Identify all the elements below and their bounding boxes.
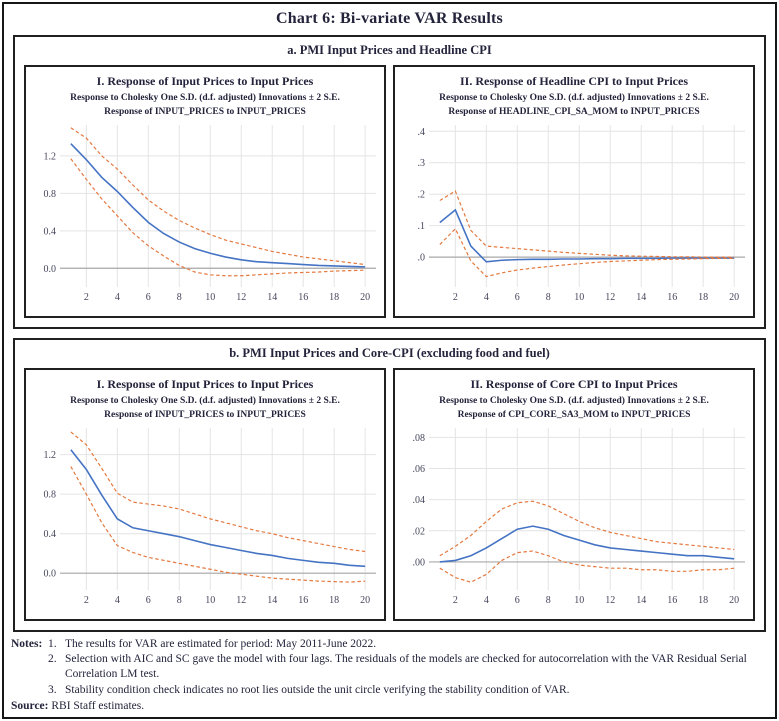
- chart-subtitle: Response to Cholesky One S.D. (d.f. adju…: [70, 396, 340, 406]
- svg-text:18: 18: [698, 292, 708, 303]
- note-number: 1.: [48, 638, 57, 650]
- chart-b1-input-prices-to-input-prices: I. Response of Input Prices to Input Pri…: [24, 368, 386, 621]
- svg-text:.3: .3: [418, 158, 426, 169]
- svg-text:14: 14: [636, 595, 646, 606]
- svg-text:8: 8: [546, 595, 551, 606]
- svg-text:1.2: 1.2: [44, 151, 57, 162]
- figure-title: Chart 6: Bi-variate VAR Results: [276, 10, 503, 27]
- svg-text:10: 10: [205, 595, 215, 606]
- source-line: Source: RBI Staff estimates.: [11, 699, 768, 714]
- svg-text:8: 8: [177, 292, 182, 303]
- note-number: 2.: [48, 653, 57, 666]
- svg-text:16: 16: [667, 595, 677, 606]
- svg-text:16: 16: [667, 292, 677, 303]
- svg-text:14: 14: [267, 292, 277, 303]
- chart-subtitle: Response to Cholesky One S.D. (d.f. adju…: [439, 93, 709, 103]
- note-text: Stability condition check indicates no r…: [65, 683, 570, 696]
- notes-list: Notes: 1. The results for VAR are estima…: [11, 637, 768, 698]
- svg-text:18: 18: [698, 595, 708, 606]
- svg-text:.1: .1: [418, 221, 426, 232]
- svg-text:1.2: 1.2: [44, 450, 57, 461]
- svg-text:.2: .2: [418, 190, 426, 201]
- svg-text:12: 12: [236, 595, 246, 606]
- svg-text:.4: .4: [418, 127, 426, 138]
- svg-text:2: 2: [84, 595, 89, 606]
- panel-a-title: a. PMI Input Prices and Headline CPI: [287, 43, 492, 57]
- notes-label: Notes:: [11, 638, 43, 650]
- chart-inner-title: Response of INPUT_PRICES to INPUT_PRICES: [104, 410, 306, 420]
- chart-b2-core-cpi-to-input-prices: II. Response of Core CPI to Input Prices…: [393, 368, 755, 621]
- svg-text:.00: .00: [413, 557, 426, 568]
- svg-text:6: 6: [146, 292, 151, 303]
- notes-block: Notes: 1. The results for VAR are estima…: [11, 637, 768, 714]
- svg-text:.04: .04: [413, 495, 426, 506]
- svg-text:0.4: 0.4: [44, 529, 57, 540]
- svg-text:6: 6: [146, 595, 151, 606]
- note-text: Selection with AIC and SC gave the model…: [65, 653, 747, 681]
- source-text: RBI Staff estimates.: [51, 699, 145, 712]
- svg-text:2: 2: [453, 292, 458, 303]
- chart-title: I. Response of Input Prices to Input Pri…: [96, 74, 314, 88]
- svg-text:.0: .0: [418, 253, 426, 264]
- panel-b-charts-row: I. Response of Input Prices to Input Pri…: [24, 368, 755, 621]
- svg-text:20: 20: [360, 595, 370, 606]
- svg-text:6: 6: [515, 292, 520, 303]
- svg-text:8: 8: [177, 595, 182, 606]
- svg-text:0.0: 0.0: [44, 264, 57, 275]
- svg-text:14: 14: [636, 292, 646, 303]
- svg-text:0.0: 0.0: [44, 569, 57, 580]
- chart-a2-headline-cpi-to-input-prices: II. Response of Headline CPI to Input Pr…: [393, 65, 755, 318]
- svg-text:6: 6: [515, 595, 520, 606]
- svg-text:.06: .06: [413, 464, 426, 475]
- panel-b-title: b. PMI Input Prices and Core-CPI (exclud…: [229, 346, 550, 360]
- svg-text:10: 10: [574, 292, 584, 303]
- svg-text:2: 2: [84, 292, 89, 303]
- svg-text:0.4: 0.4: [44, 226, 57, 237]
- chart-subtitle: Response to Cholesky One S.D. (d.f. adju…: [70, 93, 340, 103]
- panel-a-charts-row: I. Response of Input Prices to Input Pri…: [24, 65, 755, 318]
- svg-text:10: 10: [205, 292, 215, 303]
- svg-text:2: 2: [453, 595, 458, 606]
- svg-text:0.8: 0.8: [44, 189, 57, 200]
- svg-text:8: 8: [546, 292, 551, 303]
- chart-title: II. Response of Headline CPI to Input Pr…: [459, 74, 688, 88]
- chart-title: II. Response of Core CPI to Input Prices: [470, 377, 678, 391]
- svg-text:.02: .02: [413, 526, 426, 537]
- svg-text:.08: .08: [413, 433, 426, 444]
- panel-b: b. PMI Input Prices and Core-CPI (exclud…: [13, 338, 766, 632]
- svg-text:18: 18: [329, 595, 339, 606]
- svg-text:12: 12: [605, 595, 615, 606]
- chart-title: I. Response of Input Prices to Input Pri…: [96, 377, 314, 391]
- svg-text:14: 14: [267, 595, 277, 606]
- svg-text:4: 4: [115, 595, 120, 606]
- svg-text:20: 20: [360, 292, 370, 303]
- svg-text:20: 20: [729, 595, 739, 606]
- source-label: Source:: [11, 699, 49, 712]
- svg-text:4: 4: [484, 595, 489, 606]
- chart-inner-title: Response of CPI_CORE_SA3_MOM to INPUT_PR…: [457, 410, 691, 420]
- panel-a: a. PMI Input Prices and Headline CPI I. …: [13, 35, 766, 329]
- svg-text:0.8: 0.8: [44, 490, 57, 501]
- chart-a1-input-prices-to-input-prices: I. Response of Input Prices to Input Pri…: [24, 65, 386, 318]
- svg-text:16: 16: [298, 595, 308, 606]
- svg-text:12: 12: [605, 292, 615, 303]
- svg-text:16: 16: [298, 292, 308, 303]
- svg-text:12: 12: [236, 292, 246, 303]
- svg-text:18: 18: [329, 292, 339, 303]
- svg-text:10: 10: [574, 595, 584, 606]
- note-number: 3.: [48, 683, 57, 696]
- irf-plot-a1: 1.2 0.8 0.4 0.0 2 4 6 8 10 12 14 16 18 20: [44, 125, 376, 303]
- svg-text:4: 4: [484, 292, 489, 303]
- svg-text:20: 20: [729, 292, 739, 303]
- chart-inner-title: Response of INPUT_PRICES to INPUT_PRICES: [104, 107, 306, 117]
- irf-plot-b2: .08 .06 .04 .02 .00 2 4 6 8 10 12 14 16 18 20: [413, 428, 745, 606]
- irf-plot-a2: .4 .3 .2 .1 .0 2 4 6 8 10 12 14 16 18 20: [418, 125, 745, 303]
- chart-subtitle: Response to Cholesky One S.D. (d.f. adju…: [439, 396, 709, 406]
- svg-text:4: 4: [115, 292, 120, 303]
- irf-plot-b1: 1.2 0.8 0.4 0.0 2 4 6 8 10 12 14 16 18 20: [44, 428, 376, 606]
- chart-inner-title: Response of HEADLINE_CPI_SA_MOM to INPUT…: [448, 107, 700, 117]
- note-text: The results for VAR are estimated for pe…: [65, 638, 377, 650]
